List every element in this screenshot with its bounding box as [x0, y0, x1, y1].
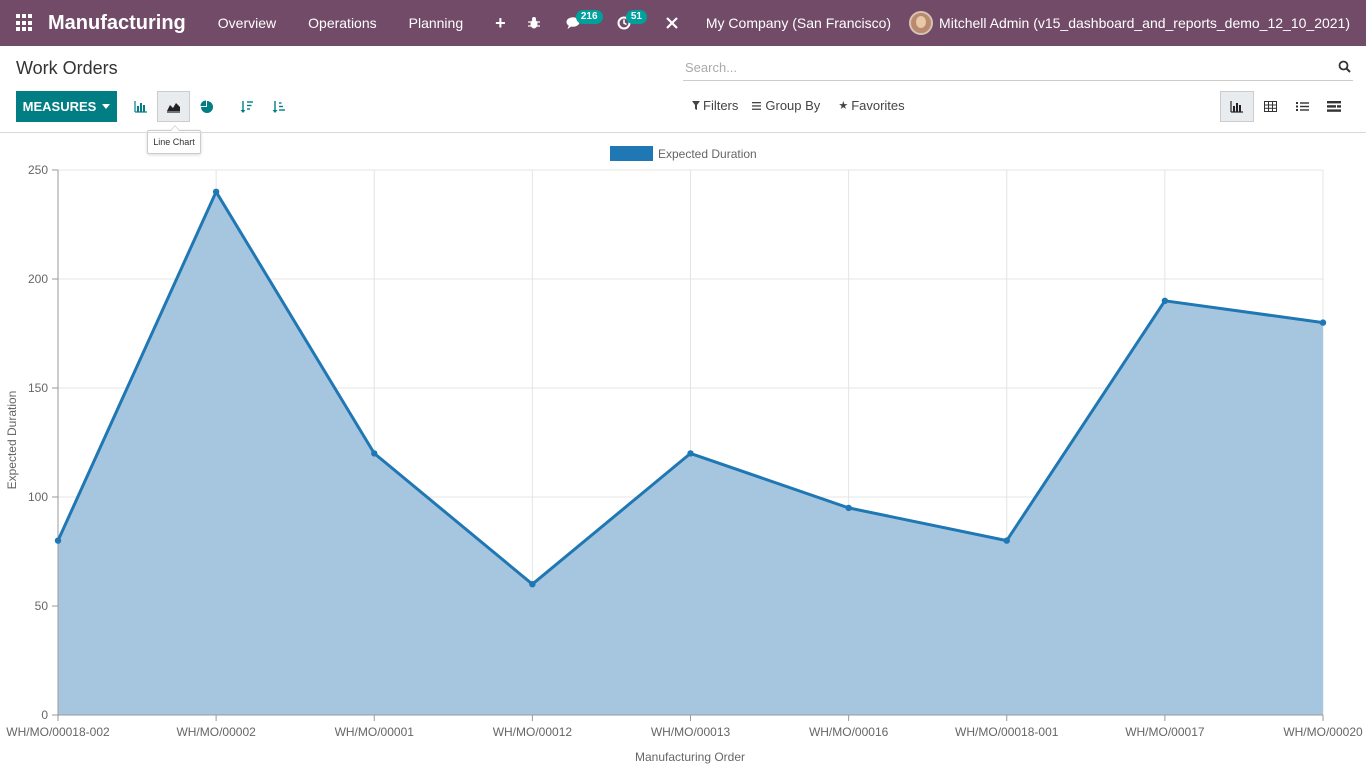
- menu-planning[interactable]: Planning: [408, 15, 464, 31]
- x-tick-label: WH/MO/00012: [493, 725, 573, 739]
- data-point: [212, 188, 220, 195]
- filters-toggle[interactable]: Filters: [692, 98, 738, 113]
- menu-overview[interactable]: Overview: [217, 15, 277, 31]
- sort-ascending-icon: [272, 100, 285, 113]
- activities-count-badge: 51: [625, 10, 647, 24]
- chart-canvas: 0 50 100 150 200 250 WH/MO/00018-002 WH/MO/0000…: [6, 163, 1363, 739]
- caret-down-icon: [102, 104, 111, 109]
- systray: 216 51 My Company (San Francisco) Mitche…: [514, 0, 1366, 46]
- sort-descending-icon: [240, 100, 253, 113]
- apps-menu-icon[interactable]: [16, 14, 34, 32]
- tools-icon[interactable]: [660, 0, 684, 46]
- line-chart-button[interactable]: [157, 91, 190, 122]
- data-point: [1161, 297, 1169, 304]
- control-panel-divider: [0, 132, 1366, 133]
- pie-chart-icon: [200, 100, 213, 113]
- search-bar: [683, 55, 1353, 81]
- view-list-button[interactable]: [1285, 91, 1319, 122]
- x-tick-label: WH/MO/00020: [1283, 725, 1363, 739]
- messages-icon[interactable]: 216: [562, 0, 603, 46]
- gantt-view-icon: [1327, 101, 1341, 112]
- company-switcher[interactable]: My Company (San Francisco): [705, 15, 892, 31]
- list-bars-icon: [752, 101, 762, 110]
- y-tick-label: 0: [41, 708, 48, 722]
- search-icon[interactable]: [1338, 60, 1351, 78]
- menu-operations[interactable]: Operations: [308, 15, 377, 31]
- user-menu[interactable]: Mitchell Admin (v15_dashboard_and_report…: [939, 15, 1350, 31]
- data-point: [845, 504, 852, 512]
- filter-icon: [692, 101, 700, 110]
- search-options: Filters Group By ★ Favorites: [692, 98, 905, 113]
- measures-label: MEASURES: [22, 99, 97, 114]
- top-navbar: Manufacturing Overview Operations Planni…: [0, 0, 1366, 46]
- x-tick-label: WH/MO/00018-001: [955, 725, 1059, 739]
- measures-button[interactable]: MEASURES: [16, 91, 117, 122]
- sort-ascending-button[interactable]: [262, 91, 295, 122]
- add-menu-button[interactable]: +: [495, 13, 506, 33]
- y-axis-title: Expected Duration: [5, 390, 19, 490]
- x-tick-label: WH/MO/00016: [809, 725, 889, 739]
- y-tick-label: 200: [28, 272, 48, 286]
- main-menu: Overview Operations Planning: [202, 0, 479, 46]
- y-tick-label: 100: [28, 490, 48, 504]
- view-pivot-button[interactable]: [1253, 91, 1287, 122]
- filters-label: Filters: [703, 98, 739, 113]
- favorites-label: Favorites: [851, 98, 905, 113]
- group-by-toggle[interactable]: Group By: [752, 98, 820, 113]
- x-tick-label: WH/MO/00017: [1125, 725, 1205, 739]
- x-tick-label: WH/MO/00013: [651, 725, 731, 739]
- data-point: [529, 581, 536, 588]
- group-by-label: Group By: [765, 98, 821, 113]
- bar-chart-icon: [133, 100, 147, 113]
- x-tick-label: WH/MO/00018-002: [6, 725, 110, 739]
- data-point: [1003, 537, 1010, 544]
- legend-swatch: [610, 146, 653, 161]
- sort-descending-button[interactable]: [230, 91, 263, 122]
- line-chart: 0 50 100 150 200 250 WH/MO/00018-002 WH/MO/0000…: [0, 133, 1366, 768]
- activities-clock-icon[interactable]: 51: [612, 0, 647, 46]
- chart-legend[interactable]: Expected Duration: [610, 146, 757, 161]
- favorites-toggle[interactable]: ★ Favorites: [838, 98, 904, 113]
- data-point: [1319, 319, 1327, 326]
- line-chart-icon: [167, 102, 180, 113]
- x-tick-label: WH/MO/00002: [176, 725, 256, 739]
- bar-chart-button[interactable]: [124, 91, 157, 122]
- data-point: [371, 450, 378, 457]
- search-input[interactable]: [683, 60, 1323, 75]
- data-point: [687, 450, 694, 457]
- graph-view-icon: [1230, 100, 1243, 113]
- page-title: Work Orders: [16, 58, 118, 78]
- view-graph-button[interactable]: [1220, 91, 1254, 122]
- star-icon: ★: [838, 100, 849, 112]
- legend-label: Expected Duration: [658, 146, 757, 161]
- view-gantt-button[interactable]: [1317, 91, 1351, 122]
- y-tick-label: 250: [28, 163, 48, 177]
- messages-count-badge: 216: [575, 10, 603, 24]
- x-tick-label: WH/MO/00001: [335, 725, 415, 739]
- data-point: [54, 537, 62, 544]
- y-tick-label: 150: [28, 381, 48, 395]
- line-chart-tooltip: Line Chart: [147, 125, 201, 154]
- list-view-icon: [1295, 102, 1309, 111]
- y-tick-label: 50: [35, 599, 49, 613]
- app-name[interactable]: Manufacturing: [48, 11, 186, 34]
- x-axis-title: Manufacturing Order: [634, 750, 746, 764]
- debug-bug-icon[interactable]: [522, 0, 546, 46]
- pie-chart-button[interactable]: [190, 91, 223, 122]
- user-avatar[interactable]: [909, 11, 934, 35]
- pivot-table-icon: [1263, 101, 1277, 112]
